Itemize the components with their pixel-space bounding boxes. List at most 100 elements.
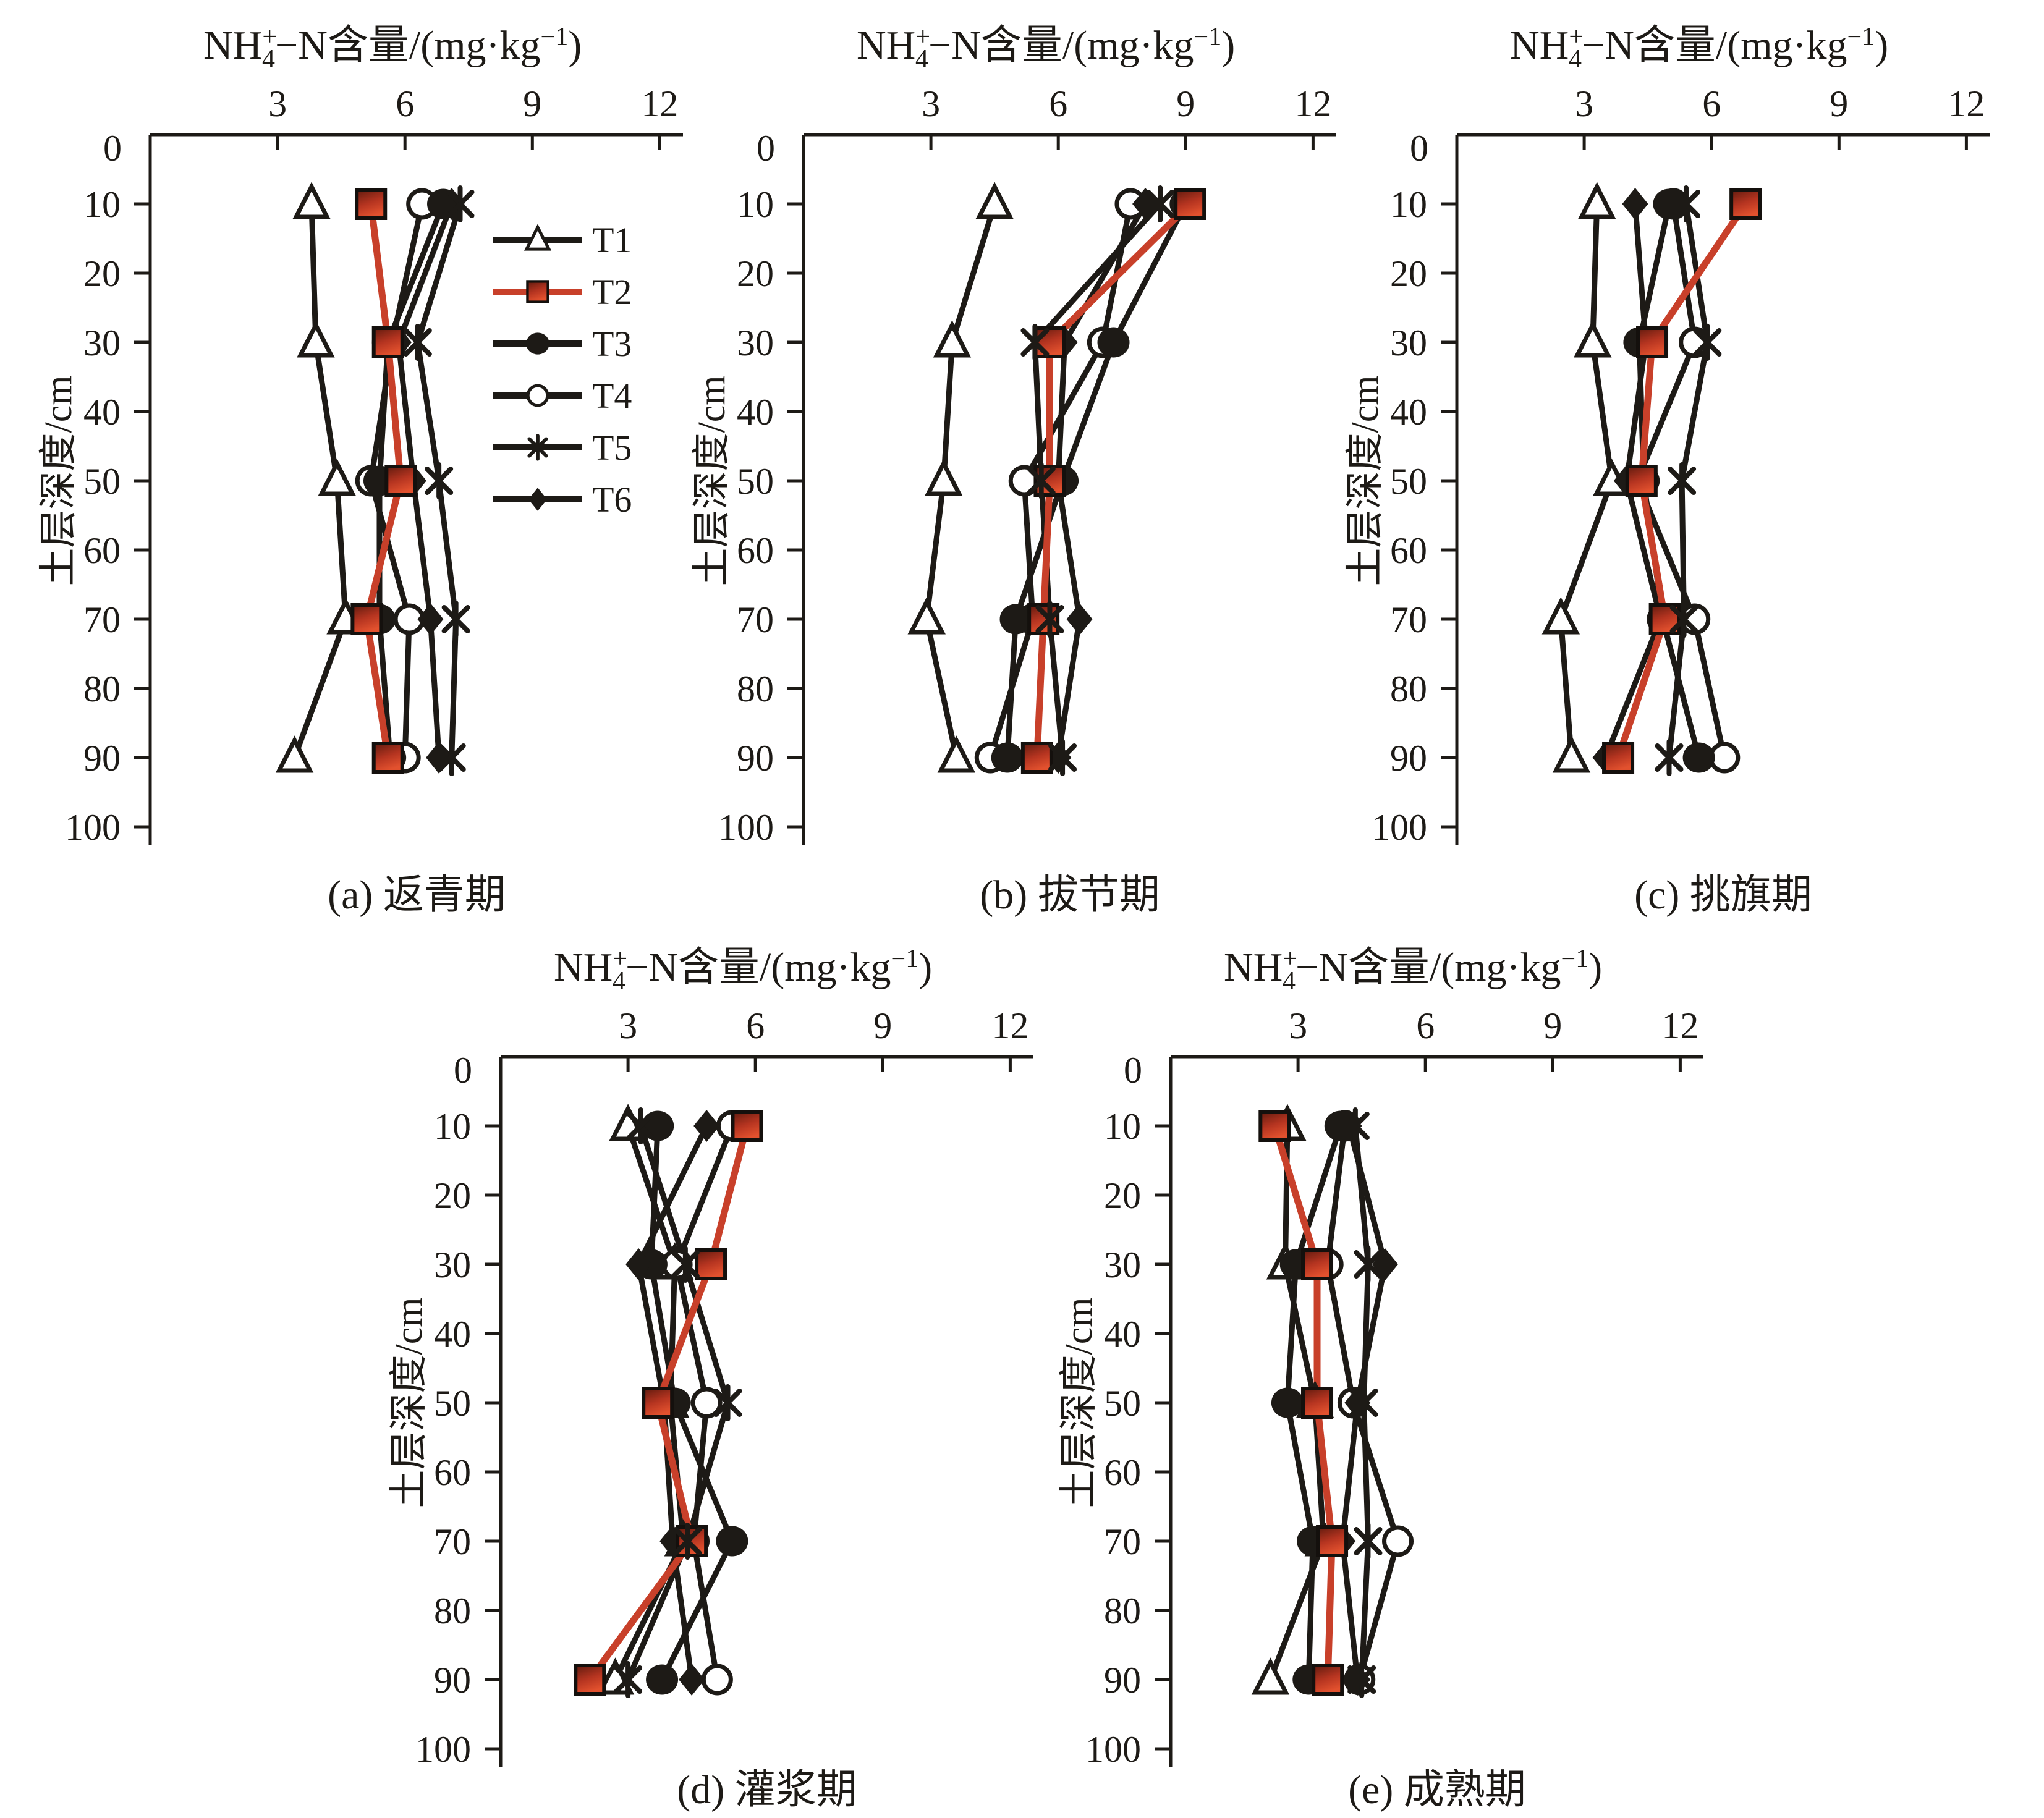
triangle-open-marker legend-marker-T1 <box>524 224 552 251</box>
red-square-marker series-T2-point-depth-10 <box>355 188 388 220</box>
legend-label-T1: T1 <box>592 220 632 260</box>
x-axis-title: NH+ 4−N含量/(mg·kg−1) <box>857 23 1235 74</box>
y-tick-label-10: 10 <box>737 184 774 225</box>
filled-circle-marker series-T3-point-depth-70 <box>716 1526 748 1557</box>
filled-circle-marker series-T3-point-depth-90 <box>991 742 1024 773</box>
asterisk-marker series-T5-point-depth-10 <box>1341 1107 1370 1144</box>
asterisk-marker series-T5-point-depth-70 <box>1669 601 1698 638</box>
y-tick-label-50: 50 <box>737 461 774 502</box>
triangle-open-marker series-T1-point-depth-10 <box>1577 182 1616 219</box>
x-tick-label-12: 12 <box>991 1005 1028 1046</box>
asterisk-marker series-T5-point-depth-50 <box>713 1384 742 1421</box>
caption-panel-a: (a) 返青期 <box>328 873 506 918</box>
y-tick-label-60: 60 <box>737 530 774 571</box>
y-tick-label-30: 30 <box>737 323 774 363</box>
red-square-marker series-T2-point-depth-30 <box>695 1248 727 1280</box>
x-tick-label-6: 6 <box>1049 83 1067 124</box>
red-square-marker legend-marker-T2 <box>526 280 549 303</box>
asterisk-marker series-T5-point-depth-70 <box>441 601 470 638</box>
red-square-marker series-T2-point-depth-10 <box>731 1110 763 1142</box>
open-circle-marker series-T4-point-depth-70 <box>1382 1525 1414 1557</box>
x-tick-label-12: 12 <box>641 83 678 124</box>
legend: T1 T2 T3 T4 T5 T6 <box>493 220 632 520</box>
y-tick-label-70: 70 <box>737 599 774 640</box>
y-tick-label-100: 100 <box>415 1729 471 1770</box>
y-tick-label-70: 70 <box>83 599 121 640</box>
y-tick-label-30: 30 <box>434 1245 471 1285</box>
asterisk-marker series-T5-point-depth-50 <box>425 462 454 499</box>
y-tick-label-20: 20 <box>1104 1175 1141 1216</box>
x-tick-label-12: 12 <box>1294 83 1331 124</box>
x-axis-title: NH+ 4−N含量/(mg·kg−1) <box>203 23 582 74</box>
legend-label-T5: T5 <box>592 428 632 468</box>
red-square-marker series-T2-point-depth-10 <box>1258 1110 1291 1142</box>
origin-zero-label: 0 <box>1410 128 1428 169</box>
x-tick-label-9: 9 <box>1176 83 1195 124</box>
y-tick-label-60: 60 <box>1104 1452 1141 1493</box>
legend-item-T6: T6 <box>493 480 632 520</box>
y-tick-label-40: 40 <box>1104 1314 1141 1355</box>
y-axis-title: 土层深度/cm <box>1058 1298 1100 1508</box>
asterisk-marker series-T5-point-depth-90 <box>1347 1661 1376 1698</box>
panel-e-chart: 3 6 9 12 10 20 30 40 50 60 70 80 90 100 0 NH+ 4−N含量/(mg·… <box>1058 945 1703 1770</box>
legend-item-T2: T2 <box>493 272 632 312</box>
y-tick-label-90: 90 <box>1390 738 1427 779</box>
triangle-open-marker series-T1-point-depth-50 <box>924 459 963 496</box>
red-square-marker series-T2-point-depth-10 <box>1729 188 1762 220</box>
red-square-marker series-T2-point-depth-30 <box>1301 1248 1334 1280</box>
diamond-marker series-T6-point-depth-70 <box>1066 603 1093 635</box>
x-tick-label-9: 9 <box>1543 1005 1562 1046</box>
y-tick-label-30: 30 <box>1104 1245 1141 1285</box>
origin-zero-label: 0 <box>757 128 775 169</box>
x-tick-label-6: 6 <box>746 1005 765 1046</box>
panel-d-chart: 3 6 9 12 10 20 30 40 50 60 70 80 90 100 0 NH+ 4−N含量/(mg·… <box>388 945 1033 1770</box>
y-tick-label-50: 50 <box>83 461 121 502</box>
red-square-marker series-T2-point-depth-70 <box>350 603 383 635</box>
asterisk-marker series-T5-point-depth-30 <box>1693 324 1722 361</box>
caption-panel-b: (b) 拔节期 <box>980 873 1160 918</box>
red-square-marker series-T2-point-depth-70 <box>1316 1525 1349 1557</box>
y-tick-label-10: 10 <box>83 184 121 225</box>
legend-label-T3: T3 <box>592 324 632 364</box>
red-square-marker series-T2-point-depth-90 <box>371 742 404 774</box>
y-tick-label-70: 70 <box>1390 599 1427 640</box>
origin-zero-label: 0 <box>454 1050 472 1091</box>
asterisk-marker series-T5-point-depth-30 <box>1020 324 1050 361</box>
caption-panel-c: (c) 挑旗期 <box>1634 873 1812 918</box>
y-tick-label-90: 90 <box>434 1660 471 1701</box>
asterisk-marker series-T5-point-depth-90 <box>437 739 466 776</box>
y-tick-label-60: 60 <box>434 1452 471 1493</box>
diamond-marker series-T6-point-depth-10 <box>1622 188 1648 220</box>
y-tick-label-80: 80 <box>1104 1591 1141 1631</box>
panel-b-chart: 3 6 9 12 10 20 30 40 50 60 70 80 90 100 0 NH+ 4−N含量/(mg·… <box>691 23 1336 848</box>
triangle-open-marker series-T1-point-depth-90 <box>1251 1657 1290 1695</box>
red-square-marker series-T2-point-depth-30 <box>1033 326 1066 358</box>
asterisk-marker series-T5-point-depth-10 <box>446 185 475 222</box>
y-tick-label-90: 90 <box>83 738 121 779</box>
red-square-marker series-T2-point-depth-50 <box>384 465 417 497</box>
y-tick-label-30: 30 <box>83 323 121 363</box>
y-tick-label-70: 70 <box>434 1521 471 1562</box>
asterisk-marker series-T5-point-depth-10 <box>1671 185 1700 222</box>
y-tick-label-10: 10 <box>1104 1106 1141 1147</box>
red-square-marker series-T2-point-depth-90 <box>574 1664 606 1696</box>
y-tick-label-40: 40 <box>83 392 121 433</box>
legend-item-T4: T4 <box>493 376 632 416</box>
triangle-open-marker series-T1-point-depth-10 <box>975 182 1014 219</box>
origin-zero-label: 0 <box>1124 1050 1142 1091</box>
red-square-marker series-T2-point-depth-30 <box>371 326 404 358</box>
x-tick-label-9: 9 <box>523 83 541 124</box>
asterisk-marker series-T5-point-depth-30 <box>403 324 432 361</box>
y-tick-label-100: 100 <box>65 807 121 848</box>
diamond-marker series-T6-point-depth-30 <box>625 1248 652 1280</box>
filled-circle-marker series-T3-point-depth-10 <box>1653 188 1686 219</box>
red-square-marker series-T2-point-depth-50 <box>1301 1387 1334 1419</box>
asterisk-marker series-T5-point-depth-50 <box>1349 1384 1378 1421</box>
legend-item-T1: T1 <box>493 220 632 260</box>
filled-circle-marker series-T3-point-depth-90 <box>1682 742 1715 773</box>
y-axis-title: 土层深度/cm <box>691 376 733 586</box>
diamond-marker series-T6-point-depth-10 <box>693 1110 720 1142</box>
triangle-open-marker series-T1-point-depth-70 <box>907 597 946 635</box>
